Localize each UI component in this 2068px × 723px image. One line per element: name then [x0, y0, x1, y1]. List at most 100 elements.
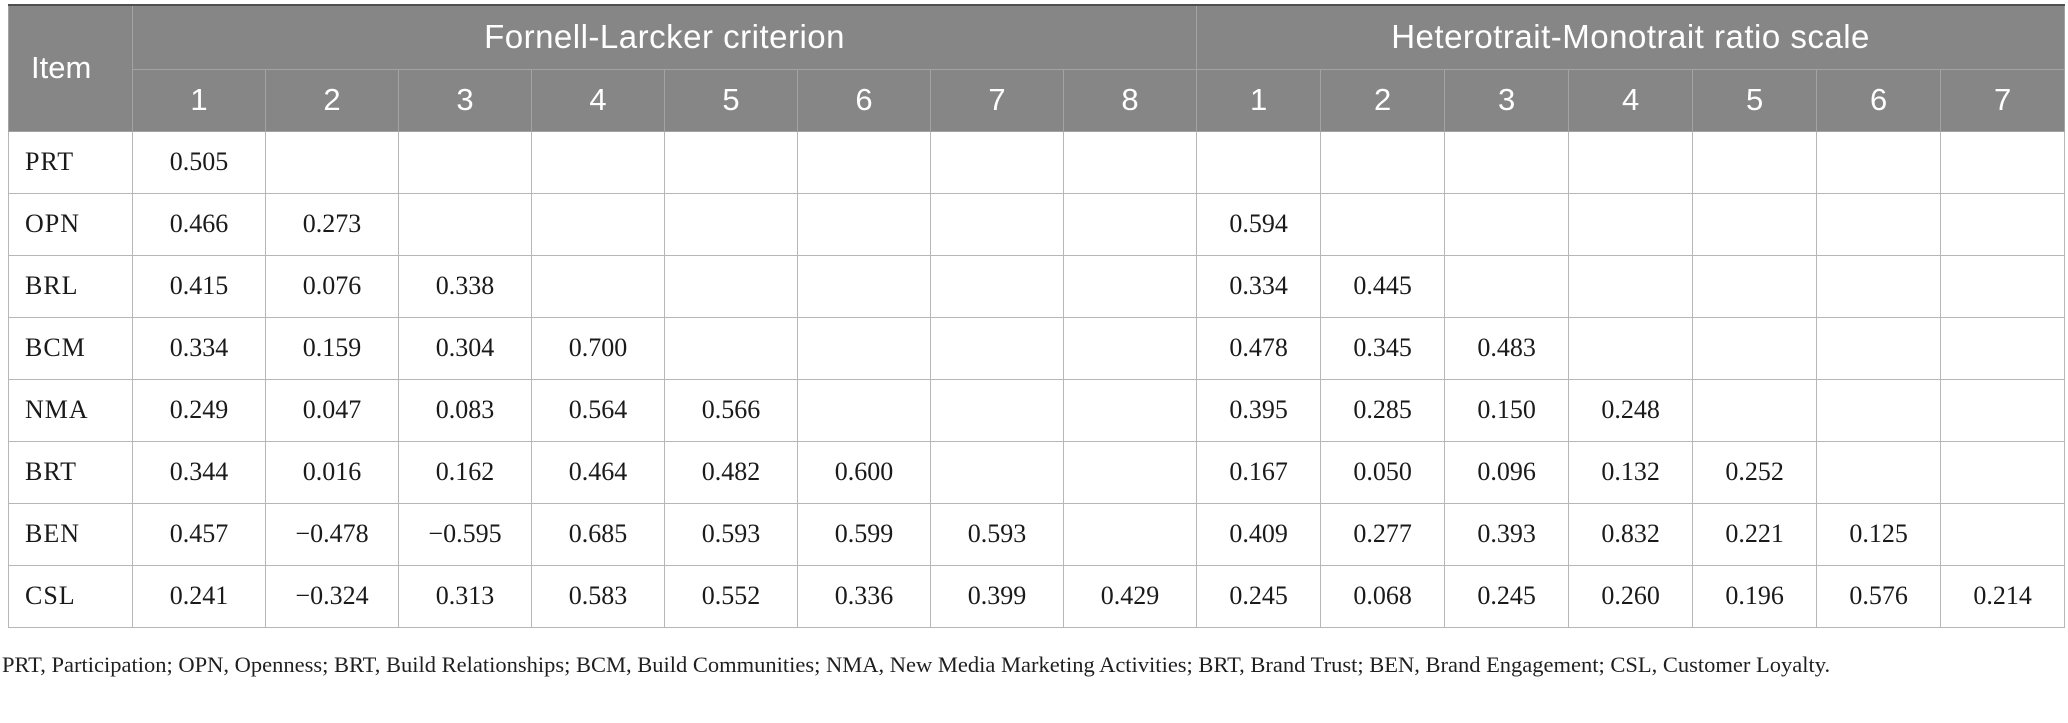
- value-cell: [1568, 254, 1694, 318]
- value-cell: [1568, 130, 1694, 194]
- value-cell: [1062, 192, 1198, 256]
- value-cell: 0.196: [1692, 564, 1818, 628]
- value-cell: [531, 192, 665, 256]
- value-cell: [930, 316, 1064, 380]
- value-cell: [1062, 130, 1198, 194]
- value-cell: 0.685: [531, 502, 665, 566]
- fl-col-header-4: 4: [531, 68, 665, 132]
- value-cell: [664, 130, 798, 194]
- table-row: CSL 0.241 −0.324 0.313 0.583 0.552 0.336 0.399 0…: [8, 564, 2066, 628]
- value-cell: 0.334: [132, 316, 266, 380]
- ht-col-header-3: 3: [1444, 68, 1570, 132]
- value-cell: 0.336: [797, 564, 931, 628]
- value-cell: [1062, 316, 1198, 380]
- ht-col-header-4: 4: [1568, 68, 1694, 132]
- value-cell: 0.429: [1062, 564, 1198, 628]
- value-cell: [1816, 130, 1942, 194]
- value-cell: 0.249: [132, 378, 266, 442]
- value-cell: 0.445: [1320, 254, 1446, 318]
- value-cell: −0.324: [265, 564, 399, 628]
- fl-col-header-3: 3: [398, 68, 532, 132]
- value-cell: 0.566: [664, 378, 798, 442]
- value-cell: 0.221: [1692, 502, 1818, 566]
- value-cell: [1444, 130, 1570, 194]
- value-cell: [1062, 378, 1198, 442]
- value-cell: 0.393: [1444, 502, 1570, 566]
- value-cell: [1940, 502, 2066, 566]
- value-cell: [797, 130, 931, 194]
- value-cell: [1940, 378, 2066, 442]
- table-row: BRL 0.415 0.076 0.338 0.334 0.445: [8, 254, 2066, 318]
- table-row: BEN 0.457 −0.478 −0.595 0.685 0.593 0.599 0.593…: [8, 502, 2066, 566]
- value-cell: 0.483: [1444, 316, 1570, 380]
- value-cell: 0.395: [1196, 378, 1322, 442]
- value-cell: 0.252: [1692, 440, 1818, 504]
- value-cell: 0.150: [1444, 378, 1570, 442]
- value-cell: 0.132: [1568, 440, 1694, 504]
- value-cell: [664, 254, 798, 318]
- row-label: OPN: [8, 192, 133, 256]
- table-row: PRT 0.505: [8, 130, 2066, 194]
- value-cell: 0.285: [1320, 378, 1446, 442]
- value-cell: [1940, 316, 2066, 380]
- value-cell: [1940, 254, 2066, 318]
- value-cell: 0.466: [132, 192, 266, 256]
- value-cell: [1816, 254, 1942, 318]
- fl-col-header-2: 2: [265, 68, 399, 132]
- value-cell: [1062, 254, 1198, 318]
- value-cell: 0.050: [1320, 440, 1446, 504]
- ht-col-header-7: 7: [1940, 68, 2066, 132]
- value-cell: 0.162: [398, 440, 532, 504]
- value-cell: 0.334: [1196, 254, 1322, 318]
- value-cell: [930, 378, 1064, 442]
- value-cell: 0.304: [398, 316, 532, 380]
- value-cell: 0.248: [1568, 378, 1694, 442]
- table-footnote: PRT, Participation; OPN, Openness; BRT, …: [2, 652, 1831, 677]
- ht-col-header-6: 6: [1816, 68, 1942, 132]
- value-cell: 0.345: [1320, 316, 1446, 380]
- value-cell: 0.068: [1320, 564, 1446, 628]
- value-cell: [1692, 192, 1818, 256]
- row-label: PRT: [8, 130, 133, 194]
- value-cell: [797, 192, 931, 256]
- value-cell: [1816, 378, 1942, 442]
- value-cell: [664, 316, 798, 380]
- ht-col-header-1: 1: [1196, 68, 1322, 132]
- value-cell: [1940, 440, 2066, 504]
- value-cell: [1320, 192, 1446, 256]
- ht-col-header-2: 2: [1320, 68, 1446, 132]
- value-cell: [1692, 254, 1818, 318]
- value-cell: 0.096: [1444, 440, 1570, 504]
- value-cell: [797, 254, 931, 318]
- value-cell: 0.505: [132, 130, 266, 194]
- value-cell: [1444, 254, 1570, 318]
- value-cell: [1692, 378, 1818, 442]
- value-cell: [1568, 192, 1694, 256]
- value-cell: 0.167: [1196, 440, 1322, 504]
- value-cell: [797, 378, 931, 442]
- value-cell: [1940, 192, 2066, 256]
- value-cell: −0.595: [398, 502, 532, 566]
- value-cell: [930, 440, 1064, 504]
- value-cell: [1320, 130, 1446, 194]
- table-body: PRT 0.505 OPN 0.466 0.273 0.594 BRL 0.415 0.076 0…: [8, 130, 2066, 628]
- fl-col-header-8: 8: [1062, 68, 1198, 132]
- value-cell: [1940, 130, 2066, 194]
- value-cell: [1816, 440, 1942, 504]
- value-cell: [930, 192, 1064, 256]
- value-cell: 0.594: [1196, 192, 1322, 256]
- row-label: CSL: [8, 564, 133, 628]
- value-cell: 0.016: [265, 440, 399, 504]
- value-cell: 0.700: [531, 316, 665, 380]
- value-cell: 0.083: [398, 378, 532, 442]
- value-cell: [265, 130, 399, 194]
- value-cell: [1816, 316, 1942, 380]
- table-header: Item Fornell-Larcker criterion Heterotra…: [8, 4, 2066, 132]
- table-row: OPN 0.466 0.273 0.594: [8, 192, 2066, 256]
- value-cell: [664, 192, 798, 256]
- value-cell: [398, 192, 532, 256]
- row-label: BRT: [8, 440, 133, 504]
- fl-col-header-1: 1: [132, 68, 266, 132]
- table-row: NMA 0.249 0.047 0.083 0.564 0.566 0.395 0.285 0.…: [8, 378, 2066, 442]
- value-cell: 0.600: [797, 440, 931, 504]
